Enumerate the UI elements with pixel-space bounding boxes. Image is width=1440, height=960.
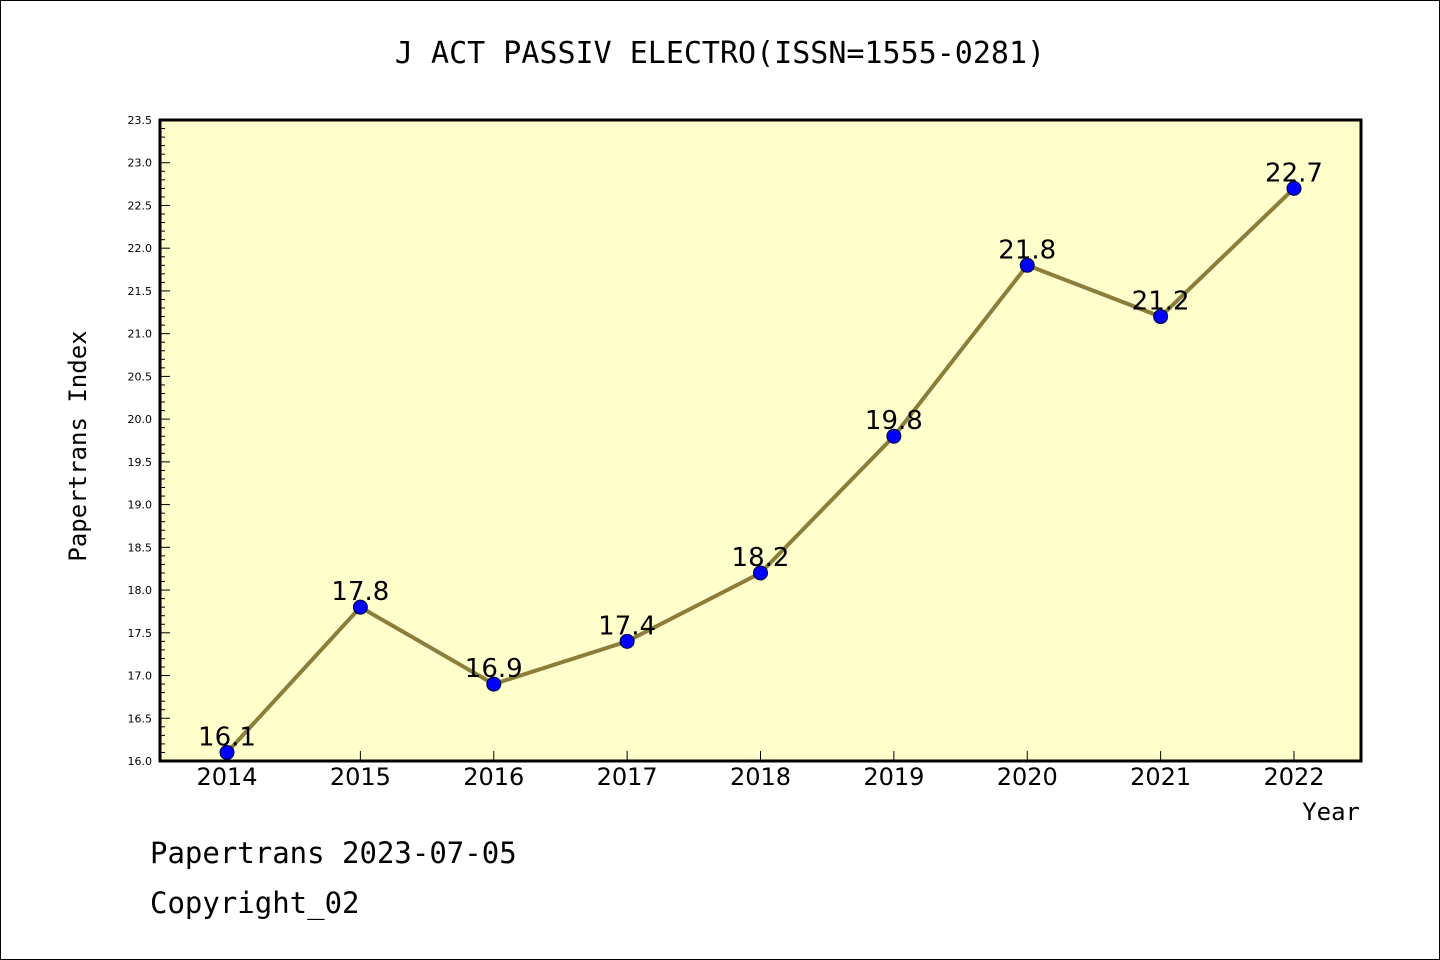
- data-label: 17.4: [598, 611, 656, 641]
- y-tick-label: 16.0: [128, 755, 153, 768]
- x-tick-label: 2020: [997, 763, 1058, 791]
- y-tick-label: 16.5: [128, 712, 153, 725]
- y-tick-label: 19.0: [128, 499, 153, 512]
- x-tick-label: 2017: [597, 763, 658, 791]
- data-label: 22.7: [1265, 158, 1323, 188]
- data-label: 21.2: [1132, 287, 1190, 317]
- y-tick-label: 19.5: [128, 456, 153, 469]
- y-tick-label: 22.0: [128, 242, 153, 255]
- y-tick-label: 21.5: [128, 285, 153, 298]
- chart-title: J ACT PASSIV ELECTRO(ISSN=1555-0281): [394, 36, 1046, 71]
- y-tick-label: 20.0: [128, 413, 153, 426]
- data-point: [753, 565, 768, 581]
- data-point: [1153, 309, 1169, 325]
- y-tick-label: 18.5: [128, 541, 153, 554]
- x-tick-label: 2014: [196, 763, 257, 791]
- plot-area: [158, 118, 1363, 763]
- x-tick-label: 2022: [1263, 763, 1324, 791]
- data-labels: 16.1 17.8 16.9 17.4 18.2 19.8 21.8 21.2 22.7: [198, 158, 1323, 752]
- y-tick-label: 17.5: [128, 627, 153, 640]
- data-label: 18.2: [732, 543, 790, 573]
- data-point: [886, 428, 902, 444]
- x-axis-title: Year: [1302, 798, 1360, 826]
- series-markers: [219, 180, 1302, 760]
- data-point: [352, 599, 368, 615]
- x-tick-label: 2015: [330, 763, 391, 791]
- data-label: 17.8: [331, 577, 389, 607]
- x-tick-label: 2018: [730, 763, 791, 791]
- y-tick-label: 21.0: [128, 328, 153, 341]
- data-point: [219, 744, 235, 760]
- data-label: 21.8: [998, 235, 1056, 265]
- data-point: [486, 676, 502, 692]
- x-axis: 2014 2015 2016 2017 2018 2019 2020 2021 2022: [196, 751, 1325, 791]
- data-label: 16.9: [465, 654, 523, 684]
- y-tick-label: 23.0: [128, 157, 153, 170]
- data-label: 16.1: [198, 722, 256, 752]
- x-tick-label: 2016: [463, 763, 524, 791]
- y-axis-title: Papertrans Index: [64, 330, 92, 561]
- footer-date: Papertrans 2023-07-05: [150, 836, 517, 870]
- x-tick-label: 2021: [1130, 763, 1191, 791]
- data-label: 19.8: [865, 406, 923, 436]
- footer-copyright: Copyright_02: [150, 886, 360, 920]
- x-tick-label: 2019: [863, 763, 924, 791]
- y-tick-label: 22.5: [128, 199, 153, 212]
- y-tick-label: 23.5: [128, 114, 153, 127]
- y-tick-label: 17.0: [128, 670, 153, 683]
- data-point: [1019, 257, 1035, 273]
- y-tick-label: 20.5: [128, 370, 153, 383]
- data-point: [1286, 180, 1302, 196]
- y-axis: 16.0 16.5 17.0 17.5 18.0 18.5 19.0 19.5 20.0 20.5…: [128, 114, 170, 768]
- data-point: [619, 633, 635, 649]
- y-tick-label: 18.0: [128, 584, 153, 597]
